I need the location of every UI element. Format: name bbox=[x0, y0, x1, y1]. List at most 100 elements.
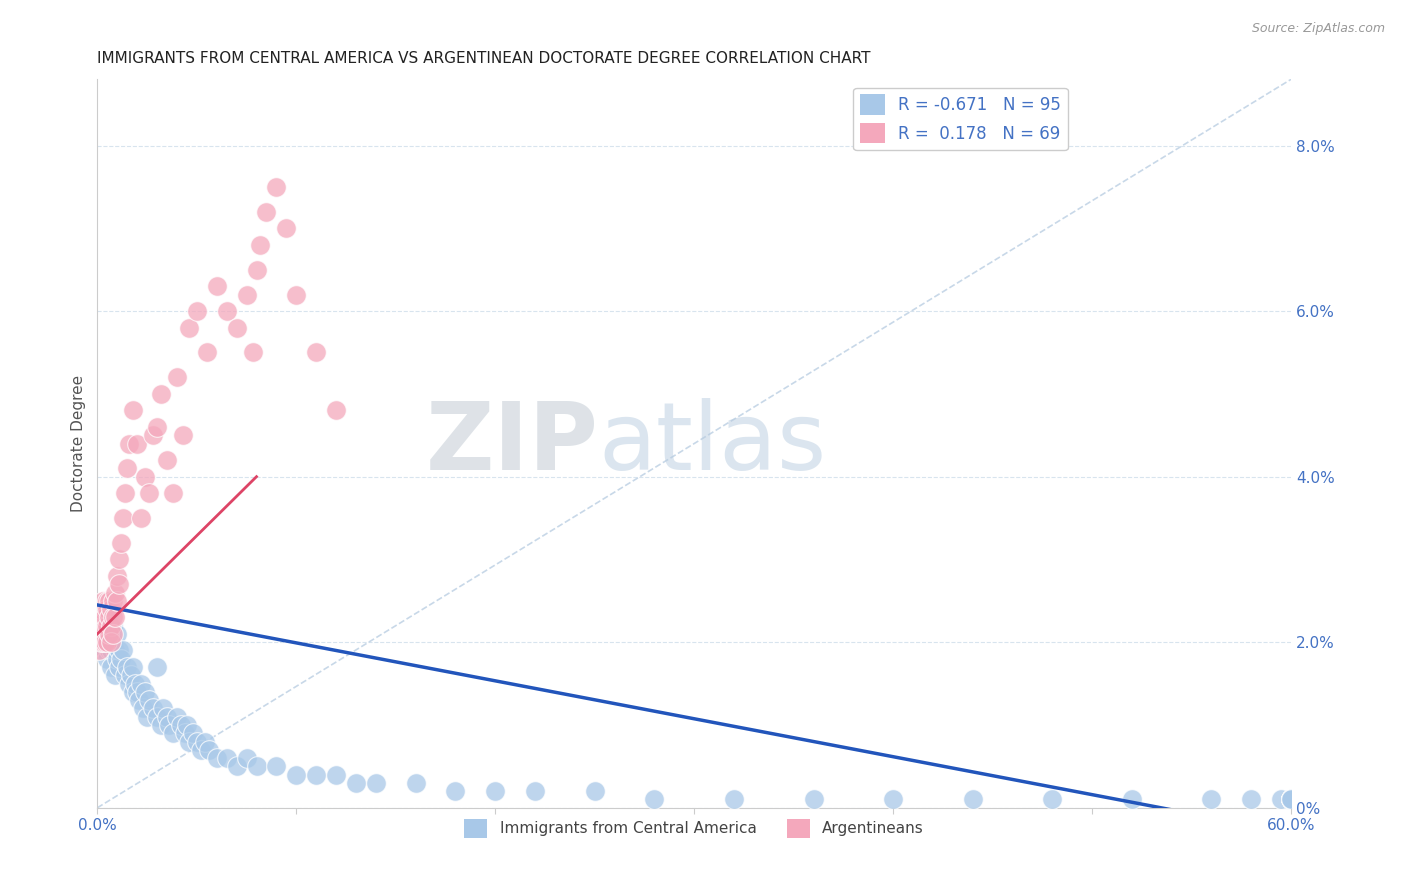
Point bbox=[134, 469, 156, 483]
Point bbox=[115, 461, 138, 475]
Point bbox=[98, 618, 121, 632]
Point bbox=[120, 668, 142, 682]
Point bbox=[94, 610, 117, 624]
Point bbox=[177, 734, 200, 748]
Point bbox=[114, 486, 136, 500]
Point bbox=[285, 767, 308, 781]
Point bbox=[142, 701, 165, 715]
Point bbox=[90, 610, 112, 624]
Point bbox=[91, 594, 114, 608]
Point bbox=[89, 618, 111, 632]
Point bbox=[108, 552, 131, 566]
Point bbox=[194, 734, 217, 748]
Point bbox=[96, 594, 118, 608]
Point bbox=[156, 453, 179, 467]
Point bbox=[96, 618, 118, 632]
Point bbox=[108, 643, 131, 657]
Point bbox=[89, 627, 111, 641]
Point bbox=[89, 618, 111, 632]
Point bbox=[225, 759, 247, 773]
Point bbox=[186, 734, 208, 748]
Point bbox=[94, 635, 117, 649]
Point bbox=[152, 701, 174, 715]
Point bbox=[91, 635, 114, 649]
Point bbox=[181, 726, 204, 740]
Point bbox=[266, 759, 288, 773]
Legend: Immigrants from Central America, Argentineans: Immigrants from Central America, Argenti… bbox=[458, 813, 929, 844]
Text: Source: ZipAtlas.com: Source: ZipAtlas.com bbox=[1251, 22, 1385, 36]
Point bbox=[115, 660, 138, 674]
Text: atlas: atlas bbox=[599, 398, 827, 490]
Point bbox=[195, 345, 218, 359]
Point bbox=[1279, 792, 1302, 806]
Point bbox=[1279, 792, 1302, 806]
Point bbox=[524, 784, 547, 798]
Text: IMMIGRANTS FROM CENTRAL AMERICA VS ARGENTINEAN DOCTORATE DEGREE CORRELATION CHAR: IMMIGRANTS FROM CENTRAL AMERICA VS ARGEN… bbox=[97, 51, 870, 66]
Point bbox=[122, 685, 145, 699]
Point bbox=[962, 792, 984, 806]
Point bbox=[100, 643, 122, 657]
Point bbox=[170, 718, 193, 732]
Point bbox=[96, 635, 118, 649]
Point bbox=[124, 676, 146, 690]
Point bbox=[1121, 792, 1143, 806]
Point bbox=[112, 643, 135, 657]
Point bbox=[325, 767, 347, 781]
Point bbox=[156, 709, 179, 723]
Point bbox=[405, 776, 427, 790]
Point bbox=[98, 610, 121, 624]
Point bbox=[166, 709, 188, 723]
Point bbox=[444, 784, 467, 798]
Point bbox=[89, 643, 111, 657]
Point bbox=[235, 751, 257, 765]
Point bbox=[1279, 792, 1302, 806]
Point bbox=[91, 610, 114, 624]
Point bbox=[364, 776, 387, 790]
Point bbox=[723, 792, 745, 806]
Point bbox=[305, 767, 328, 781]
Point bbox=[114, 668, 136, 682]
Point bbox=[1279, 792, 1302, 806]
Point bbox=[118, 676, 141, 690]
Point bbox=[186, 304, 208, 318]
Point bbox=[103, 627, 125, 641]
Point bbox=[1279, 792, 1302, 806]
Point bbox=[91, 610, 114, 624]
Point bbox=[1240, 792, 1263, 806]
Point bbox=[177, 320, 200, 334]
Point bbox=[90, 635, 112, 649]
Point bbox=[90, 602, 112, 616]
Point bbox=[129, 676, 152, 690]
Point bbox=[100, 602, 122, 616]
Point bbox=[105, 652, 128, 666]
Point bbox=[176, 718, 198, 732]
Point bbox=[91, 635, 114, 649]
Point bbox=[104, 643, 127, 657]
Point bbox=[105, 627, 128, 641]
Point bbox=[127, 436, 149, 450]
Point bbox=[146, 420, 169, 434]
Point bbox=[162, 726, 184, 740]
Point bbox=[157, 718, 180, 732]
Point bbox=[100, 627, 122, 641]
Point bbox=[325, 403, 347, 417]
Point bbox=[90, 618, 112, 632]
Point bbox=[103, 594, 125, 608]
Point bbox=[94, 602, 117, 616]
Point bbox=[197, 743, 219, 757]
Point bbox=[235, 287, 257, 301]
Point bbox=[146, 709, 169, 723]
Point bbox=[98, 594, 121, 608]
Point bbox=[276, 221, 298, 235]
Point bbox=[103, 635, 125, 649]
Point bbox=[1279, 792, 1302, 806]
Point bbox=[90, 602, 112, 616]
Point bbox=[134, 685, 156, 699]
Point bbox=[146, 660, 169, 674]
Point bbox=[136, 709, 159, 723]
Point bbox=[1279, 792, 1302, 806]
Point bbox=[245, 759, 267, 773]
Point bbox=[110, 652, 132, 666]
Point bbox=[242, 345, 264, 359]
Point bbox=[150, 387, 173, 401]
